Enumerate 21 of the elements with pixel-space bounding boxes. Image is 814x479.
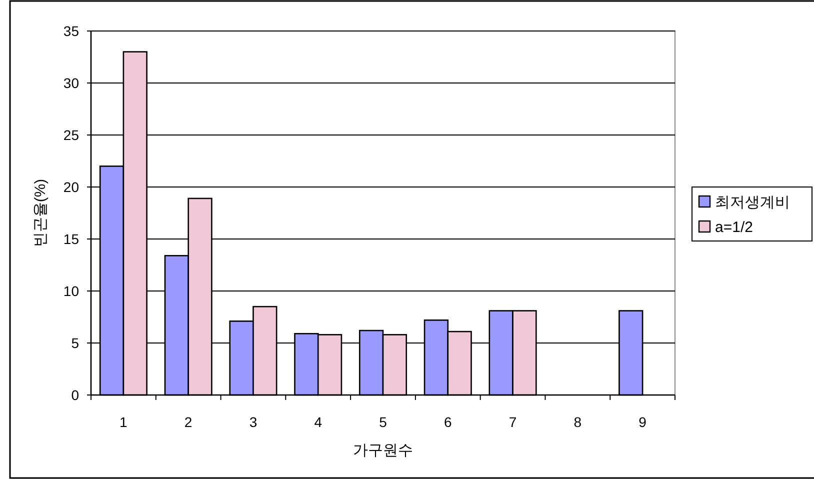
y-tick-label: 5 (71, 335, 80, 351)
y-tick-label: 20 (63, 179, 80, 195)
y-tick-label: 10 (63, 283, 80, 299)
x-tick-label: 9 (638, 414, 647, 430)
legend-label: 최저생계비 (715, 194, 790, 211)
x-tick-label: 2 (184, 414, 192, 430)
x-tick-label: 7 (508, 414, 517, 430)
x-axis-title: 가구원수 (353, 442, 413, 459)
y-tick-label: 35 (63, 23, 80, 39)
y-tick-label: 25 (63, 127, 80, 143)
y-axis-title: 빈곤율(%) (32, 178, 49, 248)
x-tick-label: 5 (379, 414, 388, 430)
y-tick-label: 30 (63, 75, 80, 91)
x-tick-label: 8 (574, 414, 582, 430)
x-tick-label: 1 (120, 414, 128, 430)
x-tick-label: 4 (314, 414, 322, 430)
x-tick-label: 6 (444, 414, 452, 430)
legend-label: a=1/2 (715, 219, 753, 236)
x-tick-label: 3 (249, 414, 258, 430)
y-tick-label: 0 (71, 387, 80, 403)
y-tick-label: 15 (63, 231, 80, 247)
